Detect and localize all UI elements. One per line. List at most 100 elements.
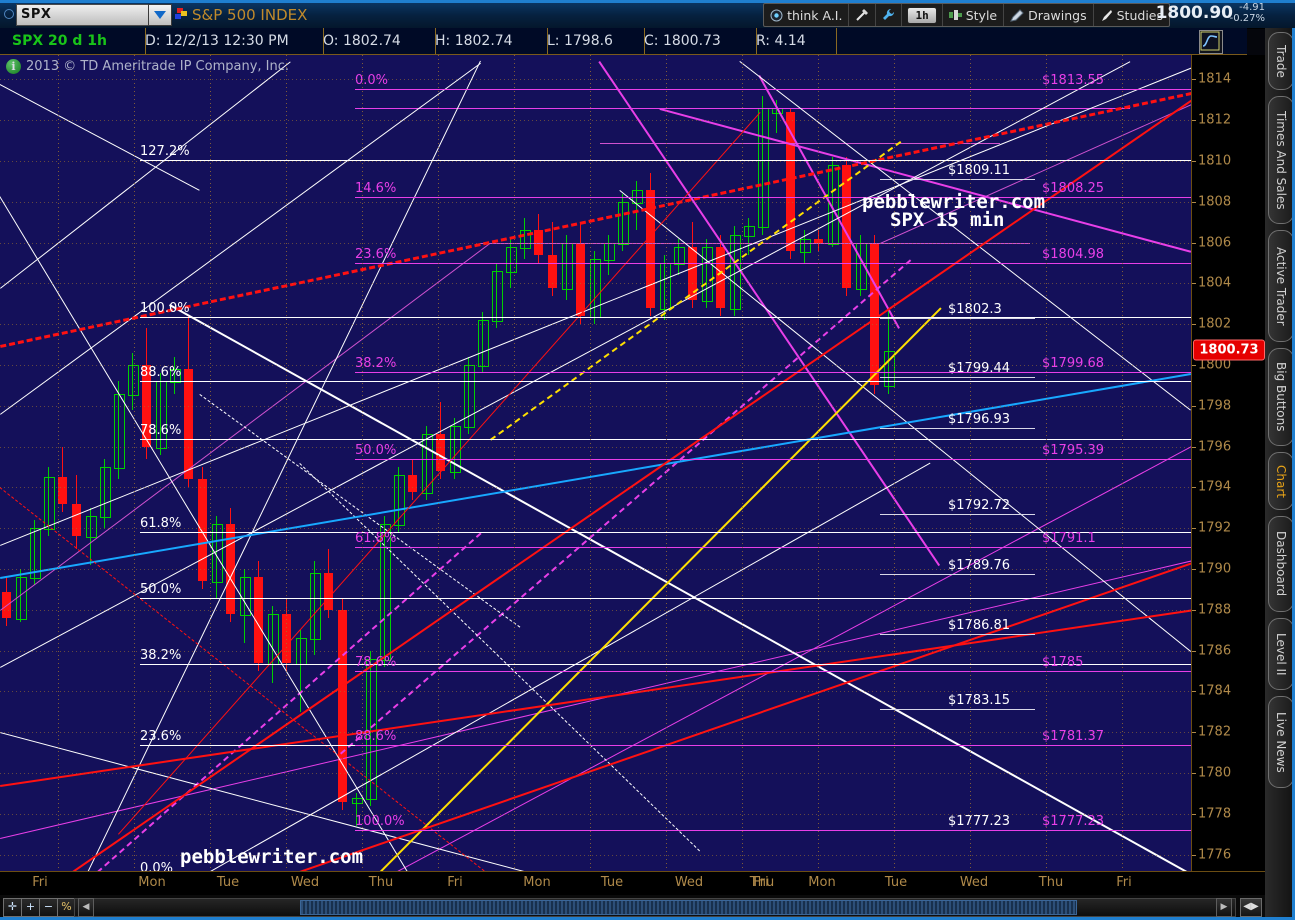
trendline-white-2[interactable] [0,63,481,415]
style-button[interactable]: Style [943,4,1005,26]
price-level-white[interactable] [880,376,1035,378]
trendline-white-down[interactable] [169,303,1191,871]
trendline-white-1[interactable] [0,83,200,191]
candle-body[interactable] [590,259,601,319]
price-tick-label: 1806 [1198,235,1232,251]
candle-body[interactable] [520,230,531,249]
candle-body[interactable] [492,271,503,323]
symbol-dropdown-button[interactable] [148,4,172,26]
fib-line-magenta[interactable] [355,459,1191,461]
fib-line-magenta[interactable] [355,745,1191,747]
pan-button[interactable]: ✛ [3,898,22,917]
sidebar-tab-dashboard[interactable]: Dashboard [1268,516,1294,612]
candle-body[interactable] [618,201,629,245]
candle-body[interactable] [464,365,475,429]
sidebar-tab-level-ii[interactable]: Level II [1268,618,1294,690]
price-level-white[interactable] [880,179,1035,181]
fib-line-magenta[interactable] [355,196,1191,198]
fib-line-white[interactable] [140,317,1191,319]
candle-body[interactable] [478,320,489,368]
drawings-button[interactable]: Drawings [1004,4,1094,26]
candle-body[interactable] [170,369,181,384]
candle-body[interactable] [366,658,377,800]
fib-line-white[interactable] [140,532,1191,534]
fib-line-white[interactable] [140,744,1191,746]
candle-body[interactable] [450,426,461,474]
time-axis[interactable]: Fri Mon Tue Wed Thu Fri Mon Tue Wed Thu Fri Mon Tue W… [0,871,1265,896]
candle-body[interactable] [212,524,223,584]
symbol-input[interactable]: SPX [16,4,162,26]
sidebar-tab-chart[interactable]: Chart [1268,452,1294,510]
horizontal-scrollbar[interactable] [74,898,1236,917]
candle-body[interactable] [730,234,741,310]
price-level-white[interactable] [880,427,1035,429]
trendline-red-thin[interactable] [0,609,1191,788]
candle-body[interactable] [506,246,517,274]
trendline-yellow[interactable] [360,307,942,871]
trendline-magenta-dashed[interactable] [340,258,912,755]
scroll-right-arrow[interactable]: ▶ [1216,898,1232,917]
price-level-white[interactable] [880,318,1035,320]
candle-body[interactable] [674,246,685,266]
fib-line-magenta[interactable] [355,263,1191,265]
sidebar-tab-times-and-sales[interactable]: Times And Sales [1268,96,1294,224]
candle-body[interactable] [632,189,643,204]
candle-body[interactable] [828,165,839,245]
fib-line-white[interactable] [140,438,1191,440]
candle-body[interactable] [604,242,615,261]
candle-body[interactable] [114,393,125,470]
candle-body[interactable] [758,108,769,229]
settings-button[interactable] [876,4,903,26]
fib-line-magenta[interactable] [355,371,1191,373]
fib-line-white[interactable] [140,597,1191,599]
fib-line-magenta[interactable] [355,546,1191,548]
trendline-white-3[interactable] [0,61,291,289]
fib-line-magenta[interactable] [355,671,1191,673]
studies-button[interactable]: Studies [1094,4,1169,26]
chart-style-button[interactable] [1199,30,1223,54]
candle-body[interactable] [744,226,755,237]
chart-plot-area[interactable]: $1777.23 $1783.15 $1786.81 $1789.76 $1792.72… [0,55,1191,871]
crosshair-tools-button[interactable] [849,4,877,26]
sidebar-tab-active-trader[interactable]: Active Trader [1268,230,1294,342]
trendline-magenta-down2[interactable] [659,108,1191,253]
fib-line-magenta[interactable] [355,829,1191,831]
sidebar-tab-big-buttons[interactable]: Big Buttons [1268,348,1294,446]
price-level-white[interactable] [880,573,1035,575]
price-axis[interactable]: 1814 1812 1810 1808 1806 1804 1802 1800 1798 1796… [1191,55,1266,871]
think-ai-button[interactable]: think A.I. [764,4,850,26]
sidebar-tab-trade[interactable]: Trade [1268,32,1294,90]
fib-line-white[interactable] [140,663,1191,665]
trendline-white-down5[interactable] [739,61,1191,411]
candle-body[interactable] [100,467,111,519]
candle-body[interactable] [380,524,391,661]
fib-line-white[interactable] [140,160,1191,162]
candle-body[interactable] [394,475,405,527]
candle-body[interactable] [310,573,321,641]
fib-line-magenta[interactable] [355,88,1191,90]
candle-body[interactable] [16,577,27,621]
trendline-white-down4[interactable] [619,189,1191,652]
candle-body[interactable] [86,516,97,539]
candle-body[interactable] [296,638,307,665]
price-level-white[interactable] [880,708,1035,710]
price-level-white[interactable] [880,513,1035,515]
timeframe-button[interactable]: 1h [902,4,943,26]
candle-body[interactable] [44,477,55,531]
candle-wick [412,458,413,500]
radio-icon[interactable] [4,9,14,19]
fib-line-white[interactable] [140,381,1191,383]
sidebar-tab-live-news[interactable]: Live News [1268,696,1294,788]
candle-body[interactable] [240,577,251,616]
zoom-out-button[interactable]: − [39,898,58,917]
trendline-white-up3[interactable] [80,61,481,871]
fib-line-magenta[interactable] [600,142,1000,144]
candle-body[interactable] [422,434,433,494]
zoom-in-button[interactable]: + [21,898,40,917]
price-level-white[interactable] [880,634,1035,636]
candle-body[interactable] [702,246,713,302]
scrollbar-resize-grip[interactable]: ◀▶ [1240,898,1262,917]
candle-body[interactable] [800,238,811,253]
scroll-left-arrow[interactable]: ◀ [78,898,94,917]
scrollbar-thumb[interactable] [300,900,1077,915]
